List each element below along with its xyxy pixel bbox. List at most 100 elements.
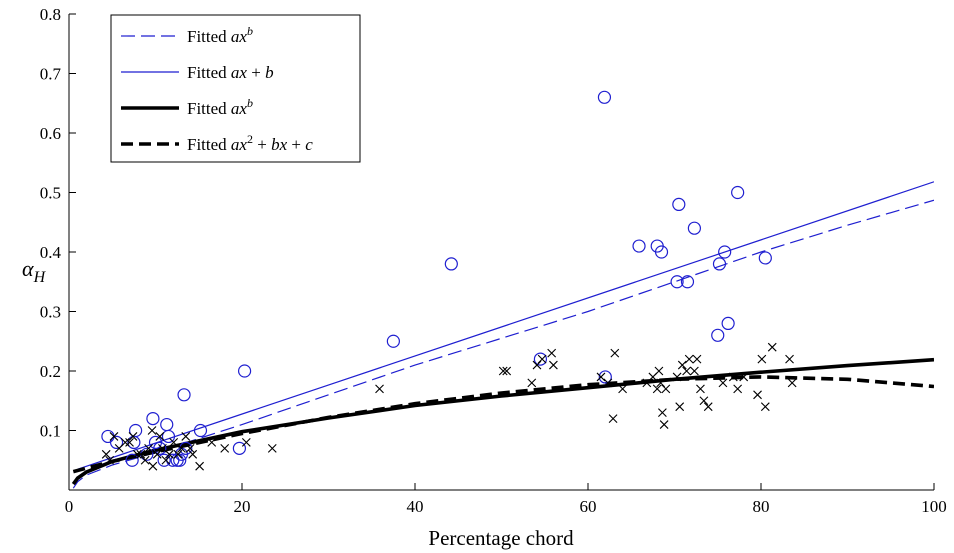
data-point-x xyxy=(195,461,205,471)
data-point-x xyxy=(109,432,119,441)
data-point-x xyxy=(527,378,537,388)
data-point-x xyxy=(155,432,165,441)
data-point-x xyxy=(158,443,167,453)
data-point-x xyxy=(757,354,767,364)
x-tick-label: 40 xyxy=(407,497,424,516)
x-tick-label: 20 xyxy=(234,497,251,516)
data-point-circle xyxy=(672,197,686,211)
data-point-x xyxy=(148,461,158,471)
data-point-circle xyxy=(179,441,193,455)
data-point-x xyxy=(672,372,682,382)
data-point-circle xyxy=(193,423,208,438)
data-point-circle xyxy=(173,453,187,467)
data-point-x xyxy=(161,455,171,465)
data-point-x xyxy=(703,402,713,412)
x-axis-label: Percentage chord xyxy=(428,526,574,550)
data-point-circle xyxy=(157,453,171,467)
x-tick-label: 60 xyxy=(580,497,597,516)
data-point-x xyxy=(144,443,153,453)
data-point-circle xyxy=(533,352,548,366)
data-point-x xyxy=(185,443,195,453)
data-point-x xyxy=(140,455,150,465)
x-tick-label: 80 xyxy=(753,497,770,516)
data-point-x xyxy=(682,366,691,376)
data-point-x xyxy=(120,438,130,447)
y-axis-label-symbol: α xyxy=(22,256,34,281)
data-point-x xyxy=(101,449,111,459)
y-axis-label: αH xyxy=(22,256,47,286)
y-axis-label-subscript: H xyxy=(33,269,47,286)
data-point-x xyxy=(785,354,794,364)
data-point-circle xyxy=(237,364,252,378)
data-point-x xyxy=(618,384,627,394)
data-point-x xyxy=(677,360,687,370)
data-point-x xyxy=(547,348,557,358)
plot-area xyxy=(71,90,934,489)
data-point-x xyxy=(164,449,174,459)
data-point-circle xyxy=(597,90,612,104)
data-point-x xyxy=(608,414,618,423)
data-point-circle xyxy=(680,275,695,289)
y-tick-label: 0.2 xyxy=(40,362,61,381)
data-point-circle xyxy=(161,429,176,444)
data-point-x xyxy=(136,449,146,459)
legend-label: Fitted ax2 + bx + c xyxy=(187,132,313,154)
data-point-circle xyxy=(654,245,669,259)
data-point-circle xyxy=(712,257,727,271)
data-point-x xyxy=(220,443,230,453)
data-point-x xyxy=(603,378,613,388)
data-point-x xyxy=(684,354,694,364)
y-tick-label: 0.8 xyxy=(40,5,61,24)
data-point-x xyxy=(654,366,664,376)
data-point-x xyxy=(177,443,186,453)
legend-label: Fitted ax + b xyxy=(187,63,274,82)
legend-label: Fitted axb xyxy=(187,24,253,46)
data-point-x xyxy=(760,402,770,412)
data-point-x xyxy=(125,438,134,447)
x-tick-label: 0 xyxy=(65,497,74,516)
data-point-x xyxy=(739,372,749,382)
data-point-x xyxy=(596,372,606,382)
y-tick-label: 0.3 xyxy=(40,303,61,322)
data-point-x xyxy=(696,384,705,394)
x-tick-label: 100 xyxy=(921,497,947,516)
y-tick-label: 0.7 xyxy=(40,65,62,84)
data-point-circle xyxy=(718,245,732,259)
data-point-x xyxy=(699,396,709,406)
data-point-circle xyxy=(160,417,174,432)
data-point-x xyxy=(787,378,797,388)
data-point-x xyxy=(549,360,558,370)
data-point-circle xyxy=(444,257,458,271)
data-point-x xyxy=(173,449,183,459)
fit-line-dashed-thin xyxy=(72,199,934,489)
data-point-circle xyxy=(711,328,725,342)
y-tick-label: 0.5 xyxy=(40,184,61,203)
fit-line-dashed-thick xyxy=(72,375,934,474)
data-point-x xyxy=(610,348,620,358)
data-point-circle xyxy=(177,388,191,402)
axes: 0 20 40 60 80 100 0.1 0.2 0.3 0.4 0.5 0.6 0.7 0.8 xyxy=(40,5,947,516)
data-point-circle xyxy=(632,239,646,253)
data-point-x xyxy=(105,455,115,465)
data-point-x xyxy=(753,390,762,400)
data-point-circle xyxy=(232,441,247,455)
data-point-x xyxy=(169,438,179,447)
data-point-x xyxy=(661,384,671,394)
data-point-circle xyxy=(125,453,139,467)
data-point-x xyxy=(675,402,685,412)
y-tick-label: 0.4 xyxy=(40,243,62,262)
data-point-x xyxy=(128,432,138,441)
legend-box xyxy=(110,14,361,163)
y-tick-label: 0.1 xyxy=(40,422,61,441)
data-point-circle xyxy=(101,429,115,444)
data-point-x xyxy=(188,449,198,459)
data-point-x xyxy=(659,420,669,429)
data-point-circle xyxy=(153,441,167,455)
data-point-x xyxy=(652,384,662,394)
data-point-x xyxy=(767,342,777,352)
data-point-x xyxy=(658,408,667,418)
data-point-circle xyxy=(146,412,160,426)
data-point-x xyxy=(733,384,743,394)
data-point-circle xyxy=(687,221,701,235)
